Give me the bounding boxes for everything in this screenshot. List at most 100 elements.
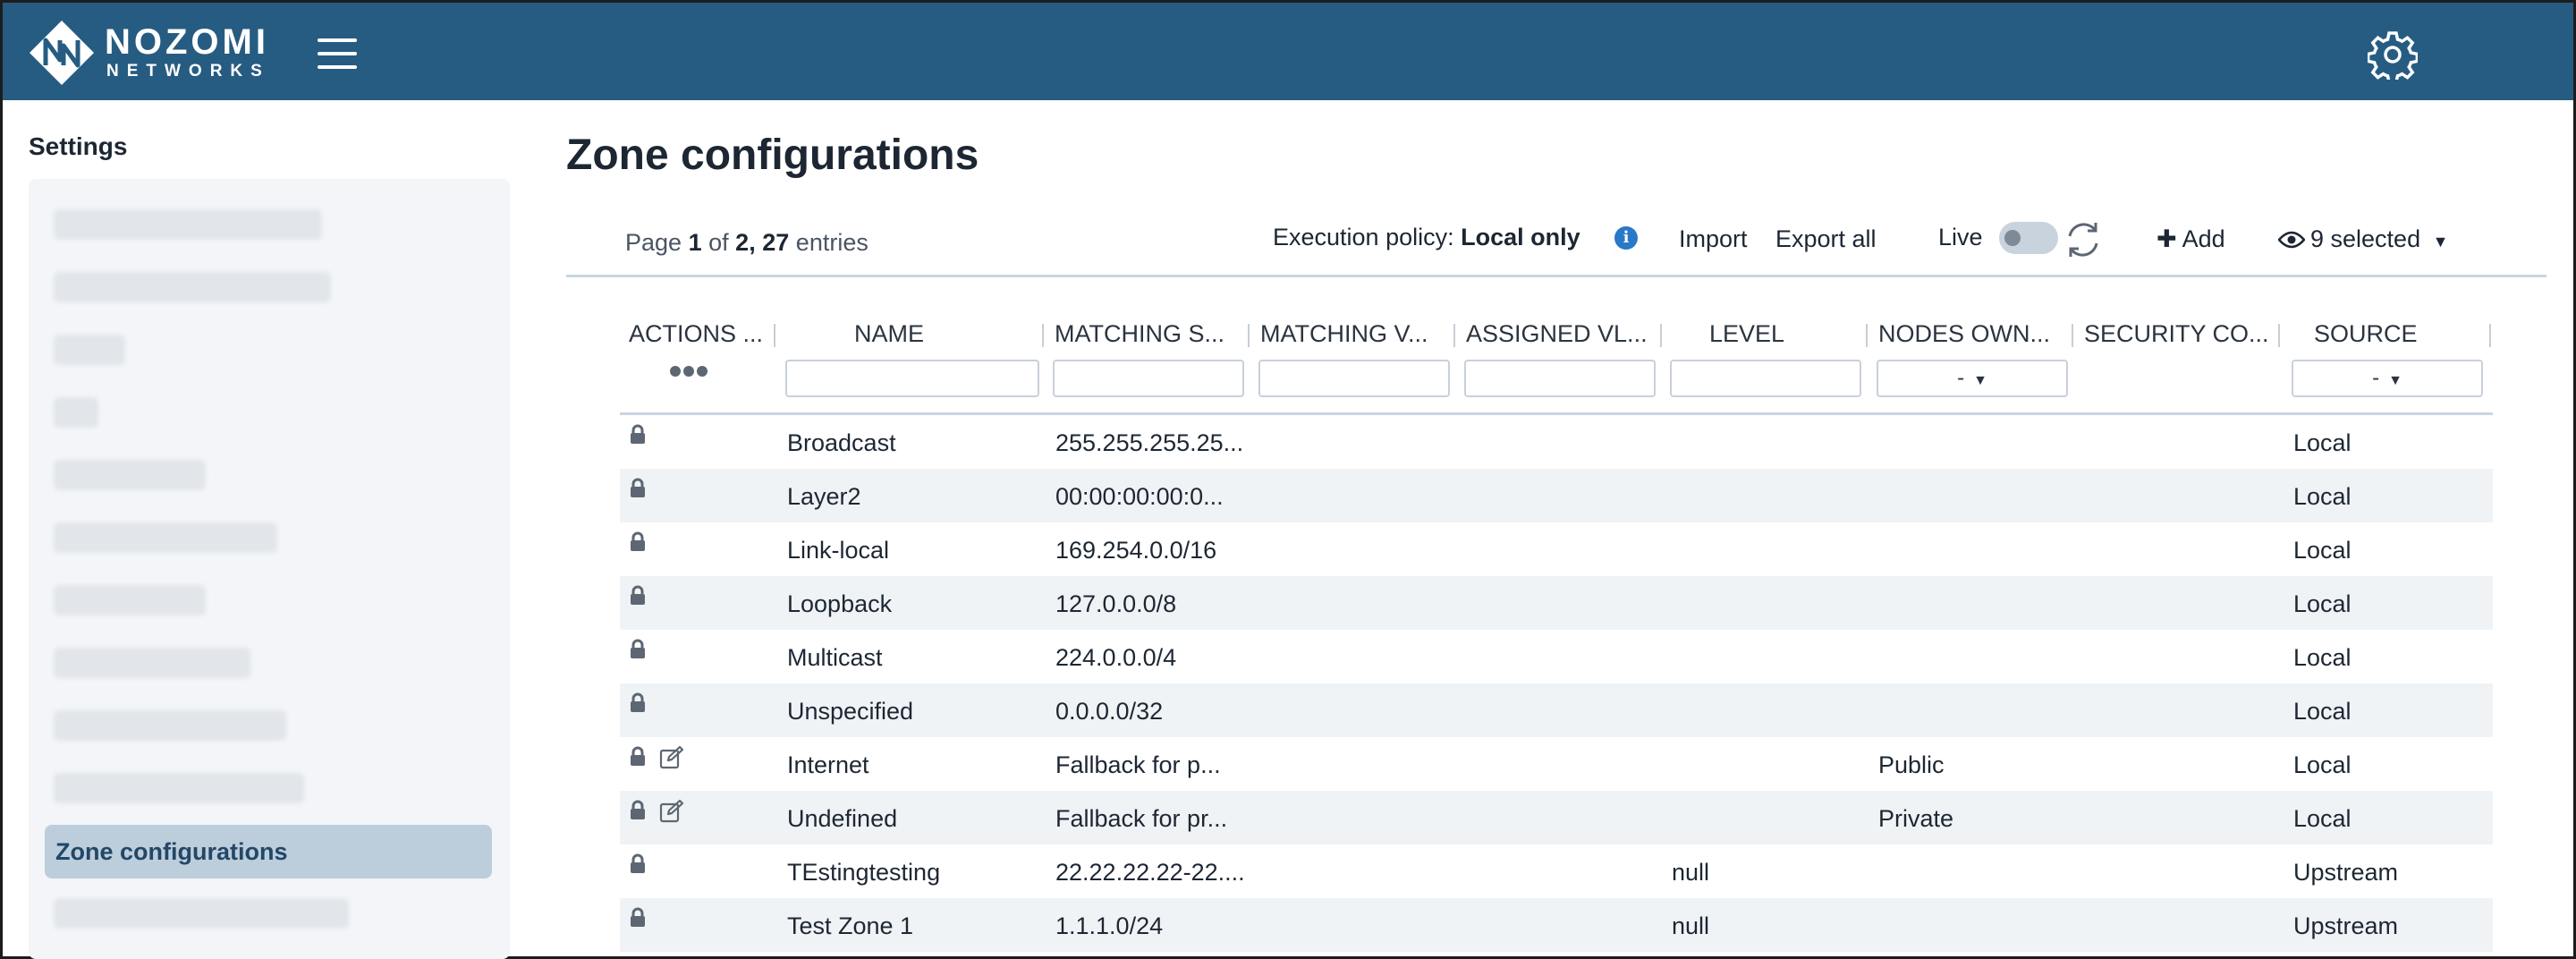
brand-logo[interactable]: NOZOMI NETWORKS: [28, 19, 269, 87]
cell-matching-subnets: 00:00:00:00:0...: [1055, 483, 1224, 510]
lock-icon: [631, 639, 645, 658]
cell-name: Broadcast: [787, 429, 896, 456]
nodes-ownership-filter-select[interactable]: - ▼: [1877, 360, 2068, 397]
table-row[interactable]: Broadcast 255.255.255.25... Local: [620, 415, 2493, 469]
matching-vlans-filter-input[interactable]: [1258, 360, 1450, 397]
sidebar-item-blurred[interactable]: [54, 397, 98, 428]
cell-matching-subnets: 127.0.0.0/8: [1055, 590, 1177, 617]
cell-source: Local: [2293, 805, 2351, 832]
sidebar-item-blurred[interactable]: [54, 898, 349, 929]
sidebar-title: Settings: [29, 132, 128, 160]
lock-icon: [631, 692, 645, 712]
column-header-level[interactable]: LEVEL: [1709, 320, 1785, 347]
eye-icon: [2277, 231, 2306, 249]
column-header-actions[interactable]: ACTIONS ...: [629, 320, 764, 347]
column-header-matching-subnets[interactable]: MATCHING S...: [1055, 320, 1225, 347]
cell-source: Local: [2293, 429, 2351, 456]
page-title: Zone configurations: [566, 132, 979, 179]
cell-source: Upstream: [2293, 859, 2399, 886]
lock-icon: [631, 478, 645, 497]
cell-matching-subnets: 255.255.255.25...: [1055, 429, 1244, 456]
plus-icon: ✚: [2157, 225, 2177, 252]
lock-icon: [631, 585, 645, 605]
column-header-nodes-ownership[interactable]: NODES OWN...: [1878, 320, 2051, 347]
cell-matching-subnets: 224.0.0.0/4: [1055, 644, 1177, 671]
column-header-matching-vlans[interactable]: MATCHING V...: [1260, 320, 1428, 347]
cell-matching-subnets: Fallback for pr...: [1055, 805, 1228, 832]
edit-icon[interactable]: [659, 746, 684, 769]
sidebar-item-blurred[interactable]: [54, 522, 277, 553]
lock-icon: [631, 746, 645, 766]
table-row[interactable]: Loopback 127.0.0.0/8 Local: [620, 576, 2493, 630]
sidebar-item-zone-configurations[interactable]: Zone configurations: [45, 825, 492, 878]
top-navbar: NOZOMI NETWORKS: [3, 3, 2573, 100]
columns-selector[interactable]: 9 selected ▼: [2277, 225, 2449, 253]
cell-name: TEstingtesting: [787, 859, 941, 886]
sidebar-item-blurred[interactable]: [54, 648, 250, 678]
caret-down-icon: ▼: [2432, 233, 2449, 250]
lock-icon: [631, 424, 645, 444]
export-all-button[interactable]: Export all: [1775, 225, 1877, 252]
table-row[interactable]: TEstingtesting 22.22.22.22-22.... null Upst…: [620, 844, 2493, 898]
info-icon[interactable]: i: [1614, 226, 1638, 250]
cell-nodes-ownership: Private: [1878, 805, 1954, 832]
execution-policy-value: Local only: [1461, 224, 1580, 250]
import-button[interactable]: Import: [1679, 225, 1748, 252]
add-button[interactable]: ✚ Add: [2157, 225, 2225, 252]
table-row[interactable]: Test Zone 1 1.1.1.0/24 null Upstream: [620, 898, 2493, 952]
cell-matching-subnets: 169.254.0.0/16: [1055, 537, 1217, 564]
table-row[interactable]: Unspecified 0.0.0.0/32 Local: [620, 683, 2493, 737]
assigned-vlan-filter-input[interactable]: [1464, 360, 1656, 397]
source-filter-select[interactable]: - ▼: [2292, 360, 2483, 397]
cell-source: Local: [2293, 751, 2351, 778]
sidebar-item-label: Zone configurations: [55, 838, 288, 865]
refresh-icon[interactable]: [2062, 218, 2105, 261]
cell-name: Multicast: [787, 644, 883, 671]
sidebar-item-blurred[interactable]: [54, 710, 286, 741]
sidebar-item-blurred[interactable]: [54, 335, 125, 365]
live-toggle[interactable]: [1999, 222, 2058, 254]
hamburger-menu-icon[interactable]: [318, 38, 357, 69]
column-header-security-controls[interactable]: SECURITY CO...: [2084, 320, 2269, 347]
lock-icon: [631, 907, 645, 927]
execution-policy: Execution policy: Local only: [1273, 224, 1580, 251]
edit-icon[interactable]: [659, 800, 684, 823]
cell-source: Local: [2293, 698, 2351, 725]
table-header: ACTIONS ... NAME MATCHING S... MATCHING …: [620, 304, 2493, 415]
more-dots-icon[interactable]: [670, 365, 710, 381]
cell-source: Local: [2293, 537, 2351, 564]
table-row[interactable]: Multicast 224.0.0.0/4 Local: [620, 630, 2493, 683]
level-filter-input[interactable]: [1670, 360, 1861, 397]
brand-subtitle: NETWORKS: [106, 62, 270, 81]
sidebar-item-blurred[interactable]: [54, 272, 331, 302]
column-header-source[interactable]: SOURCE: [2314, 320, 2418, 347]
sidebar-item-blurred[interactable]: [54, 209, 322, 240]
sidebar-item-blurred[interactable]: [54, 585, 206, 615]
sidebar-nav: Zone configurations: [29, 179, 510, 959]
cell-name: Test Zone 1: [787, 912, 914, 939]
cell-source: Local: [2293, 483, 2351, 510]
sidebar-item-blurred[interactable]: [54, 460, 206, 490]
table-row[interactable]: Link-local 169.254.0.0/16 Local: [620, 522, 2493, 576]
cell-source: Local: [2293, 590, 2351, 617]
sidebar-item-blurred[interactable]: [54, 773, 304, 803]
table-row[interactable]: Internet Fallback for p... Public Local: [620, 737, 2493, 791]
matching-subnets-filter-input[interactable]: [1053, 360, 1244, 397]
cell-name: Layer2: [787, 483, 861, 510]
column-header-assigned-vlan[interactable]: ASSIGNED VL...: [1466, 320, 1648, 347]
column-header-name[interactable]: NAME: [854, 320, 925, 347]
lock-icon: [631, 853, 645, 873]
entries-count: 27: [762, 229, 790, 256]
cell-matching-subnets: 22.22.22.22-22....: [1055, 859, 1245, 886]
cell-matching-subnets: Fallback for p...: [1055, 751, 1221, 778]
cell-name: Undefined: [787, 805, 898, 832]
cell-level: null: [1672, 859, 1710, 886]
table-row[interactable]: Layer2 00:00:00:00:0... Local: [620, 469, 2493, 522]
gear-icon[interactable]: [2368, 30, 2418, 80]
name-filter-input[interactable]: [785, 360, 1039, 397]
table-row[interactable]: Undefined Fallback for pr... Private Local: [620, 791, 2493, 844]
cell-name: Loopback: [787, 590, 893, 617]
current-page: 1: [688, 229, 702, 256]
cell-name: Link-local: [787, 537, 890, 564]
